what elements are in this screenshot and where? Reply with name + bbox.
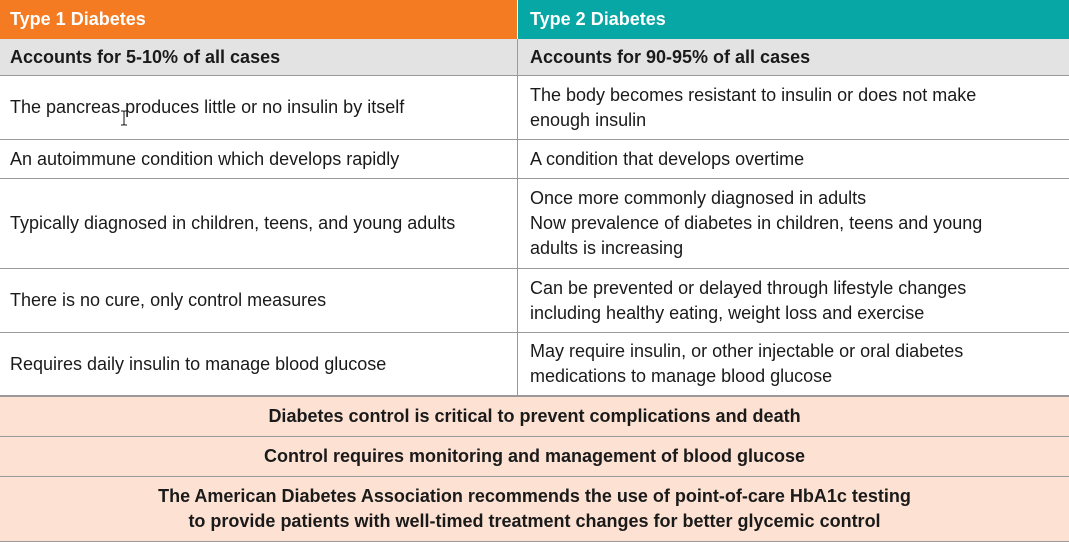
type2-subheader: Accounts for 90-95% of all cases [530, 46, 811, 67]
footer-note: Control requires monitoring and manageme… [0, 437, 1069, 477]
type1-cell: An autoimmune condition which develops r… [0, 140, 518, 178]
type1-header: Type 1 Diabetes [0, 0, 518, 39]
table-row: The pancreas produces little or no insul… [0, 76, 1069, 140]
table-subheader-row: Accounts for 5-10% of all cases Accounts… [0, 39, 1069, 76]
type2-cell: Once more commonly diagnosed in adults N… [530, 188, 983, 258]
type2-cell: A condition that develops overtime [530, 148, 805, 169]
footer-note: The American Diabetes Association recomm… [0, 477, 1069, 542]
type2-cell: May require insulin, or other injectable… [530, 341, 964, 386]
type1-cell: Typically diagnosed in children, teens, … [0, 179, 518, 268]
table-row: An autoimmune condition which develops r… [0, 140, 1069, 179]
type1-cell: The pancreas produces little or no insul… [0, 76, 518, 139]
text-cursor-icon [121, 110, 127, 126]
type1-cell: There is no cure, only control measures [0, 269, 518, 332]
type1-subheader: Accounts for 5-10% of all cases [0, 39, 518, 75]
table-header-row: Type 1 Diabetes Type 2 Diabetes [0, 0, 1069, 39]
table-row: Requires daily insulin to manage blood g… [0, 333, 1069, 396]
type1-cell: Requires daily insulin to manage blood g… [0, 333, 518, 395]
footer-note: Diabetes control is critical to prevent … [0, 396, 1069, 437]
type2-cell: Can be prevented or delayed through life… [530, 277, 967, 323]
type2-cell: The body becomes resistant to insulin or… [530, 84, 977, 130]
table-row: Typically diagnosed in children, teens, … [0, 179, 1069, 269]
table-row: There is no cure, only control measures … [0, 269, 1069, 333]
type2-header: Type 2 Diabetes [518, 0, 1069, 39]
